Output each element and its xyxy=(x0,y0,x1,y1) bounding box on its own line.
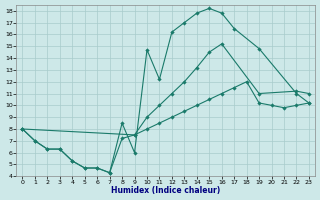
X-axis label: Humidex (Indice chaleur): Humidex (Indice chaleur) xyxy=(111,186,220,195)
